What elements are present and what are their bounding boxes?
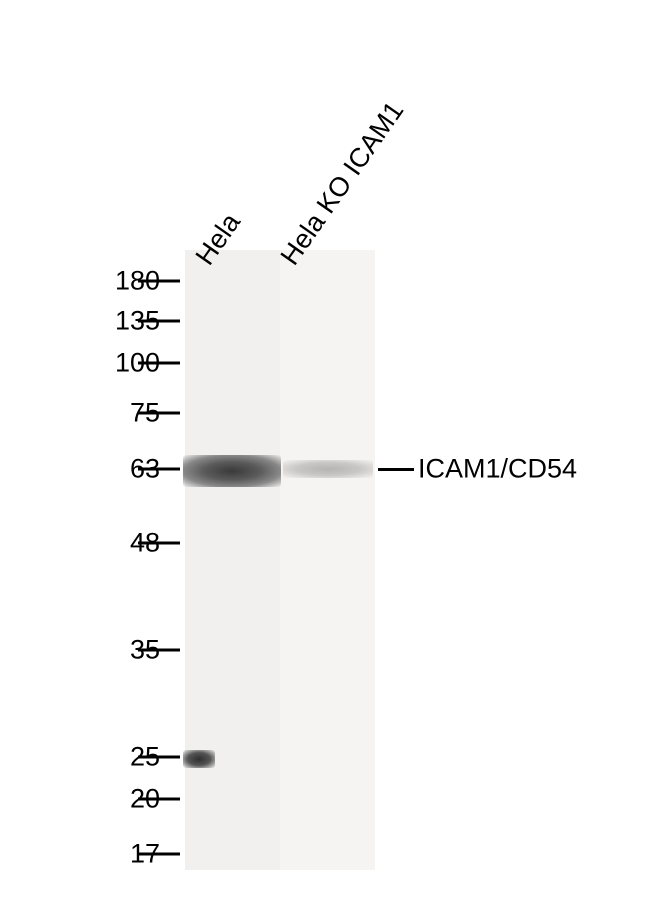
lane-label-hela-ko: Hela KO ICAM1 [275,96,411,271]
lane-hela-ko [280,250,375,870]
figure-container: Hela Hela KO ICAM1 180 135 100 75 63 48 … [0,0,650,910]
mw-tick-48 [138,542,180,545]
mw-tick-100 [138,362,180,365]
mw-tick-135 [138,320,180,323]
mw-tick-20 [138,798,180,801]
target-tick [378,468,414,471]
mw-tick-180 [138,280,180,283]
band-icam1-hela-ko [283,460,373,478]
band-icam1-hela [183,455,281,487]
target-label: ICAM1/CD54 [418,454,577,485]
mw-tick-17 [138,853,180,856]
mw-tick-63 [138,468,180,471]
mw-tick-35 [138,649,180,652]
band-nonspecific-25 [183,750,215,768]
blot-area [185,250,375,870]
mw-tick-25 [138,756,180,759]
mw-tick-75 [138,412,180,415]
lane-hela [185,250,280,870]
